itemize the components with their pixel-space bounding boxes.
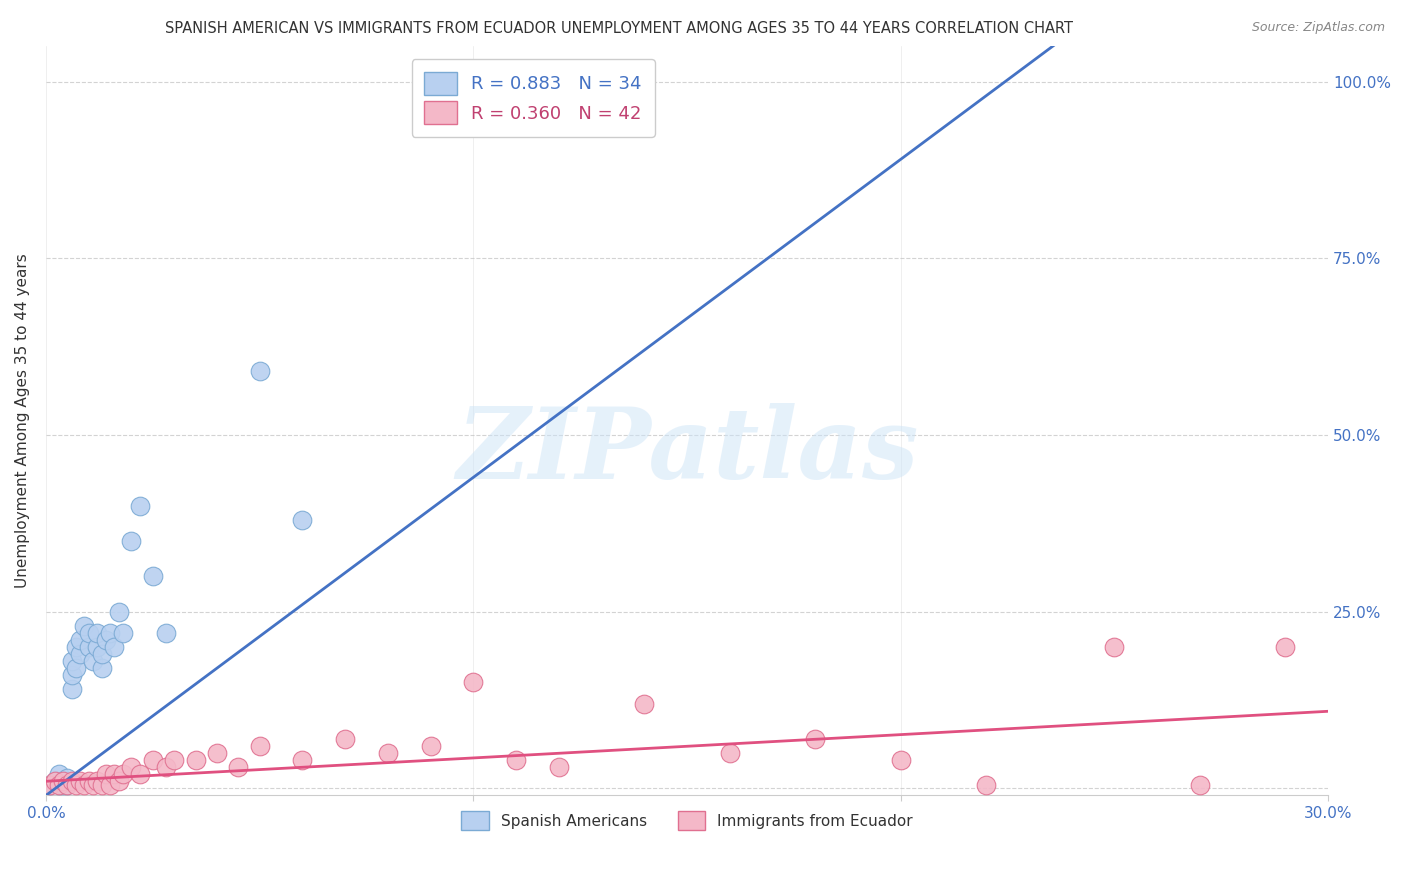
Point	[60, 682, 83, 697]
Point	[890, 753, 912, 767]
Point	[377, 746, 399, 760]
Point	[48, 767, 70, 781]
Point	[505, 753, 527, 767]
Point	[60, 654, 83, 668]
Point	[56, 778, 79, 792]
Legend: Spanish Americans, Immigrants from Ecuador: Spanish Americans, Immigrants from Ecuad…	[456, 805, 920, 837]
Point	[463, 675, 485, 690]
Point	[86, 774, 108, 789]
Point	[73, 778, 96, 792]
Point	[226, 760, 249, 774]
Point	[69, 774, 91, 789]
Point	[155, 625, 177, 640]
Point	[107, 774, 129, 789]
Point	[52, 778, 75, 792]
Point	[155, 760, 177, 774]
Point	[73, 619, 96, 633]
Point	[333, 731, 356, 746]
Point	[56, 778, 79, 792]
Point	[98, 625, 121, 640]
Point	[120, 760, 142, 774]
Point	[249, 739, 271, 753]
Point	[120, 533, 142, 548]
Point	[90, 647, 112, 661]
Point	[1188, 778, 1211, 792]
Point	[94, 632, 117, 647]
Point	[82, 654, 104, 668]
Point	[86, 640, 108, 654]
Text: ZIPatlas: ZIPatlas	[456, 402, 918, 499]
Point	[69, 632, 91, 647]
Point	[65, 778, 87, 792]
Point	[184, 753, 207, 767]
Point	[804, 731, 827, 746]
Text: Source: ZipAtlas.com: Source: ZipAtlas.com	[1251, 21, 1385, 34]
Text: SPANISH AMERICAN VS IMMIGRANTS FROM ECUADOR UNEMPLOYMENT AMONG AGES 35 TO 44 YEA: SPANISH AMERICAN VS IMMIGRANTS FROM ECUA…	[165, 21, 1073, 36]
Point	[103, 640, 125, 654]
Point	[249, 364, 271, 378]
Point	[52, 774, 75, 789]
Point	[142, 753, 165, 767]
Point	[86, 625, 108, 640]
Point	[103, 767, 125, 781]
Point	[94, 767, 117, 781]
Point	[65, 640, 87, 654]
Point	[419, 739, 441, 753]
Point	[60, 668, 83, 682]
Point	[48, 778, 70, 792]
Point	[142, 569, 165, 583]
Point	[39, 778, 62, 792]
Point	[44, 774, 66, 789]
Point	[111, 767, 134, 781]
Point	[77, 640, 100, 654]
Point	[60, 774, 83, 789]
Point	[90, 778, 112, 792]
Point	[291, 753, 314, 767]
Point	[718, 746, 741, 760]
Point	[129, 767, 152, 781]
Point	[77, 774, 100, 789]
Point	[48, 778, 70, 792]
Point	[1274, 640, 1296, 654]
Point	[56, 771, 79, 785]
Point	[129, 499, 152, 513]
Point	[77, 625, 100, 640]
Point	[98, 778, 121, 792]
Point	[547, 760, 569, 774]
Point	[107, 605, 129, 619]
Point	[44, 774, 66, 789]
Point	[69, 647, 91, 661]
Point	[633, 697, 655, 711]
Point	[65, 661, 87, 675]
Point	[90, 661, 112, 675]
Point	[39, 778, 62, 792]
Point	[291, 513, 314, 527]
Point	[52, 774, 75, 789]
Point	[111, 625, 134, 640]
Point	[82, 778, 104, 792]
Point	[1104, 640, 1126, 654]
Point	[163, 753, 186, 767]
Y-axis label: Unemployment Among Ages 35 to 44 years: Unemployment Among Ages 35 to 44 years	[15, 253, 30, 588]
Point	[974, 778, 997, 792]
Point	[205, 746, 228, 760]
